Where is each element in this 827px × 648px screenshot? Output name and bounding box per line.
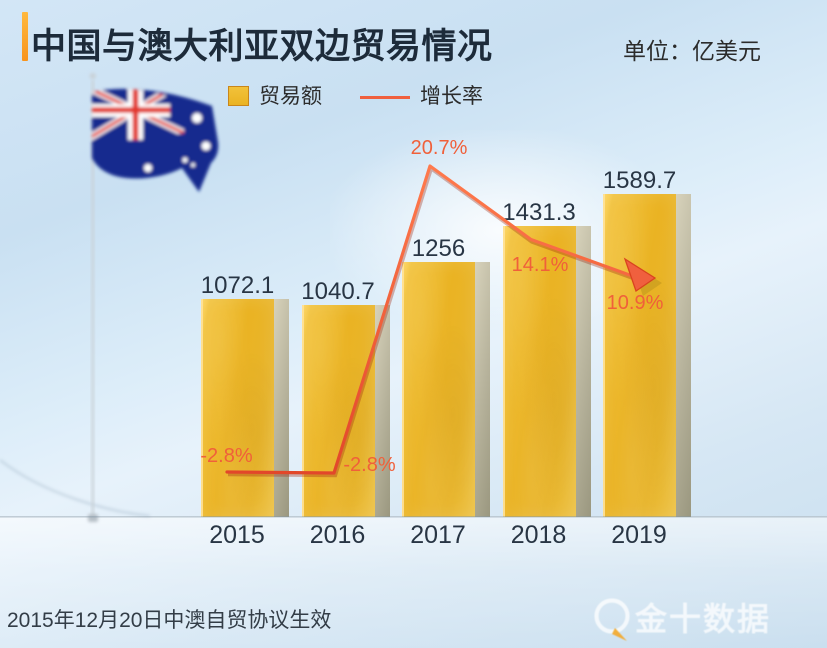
svg-text:金十数据: 金十数据 [634, 601, 771, 637]
